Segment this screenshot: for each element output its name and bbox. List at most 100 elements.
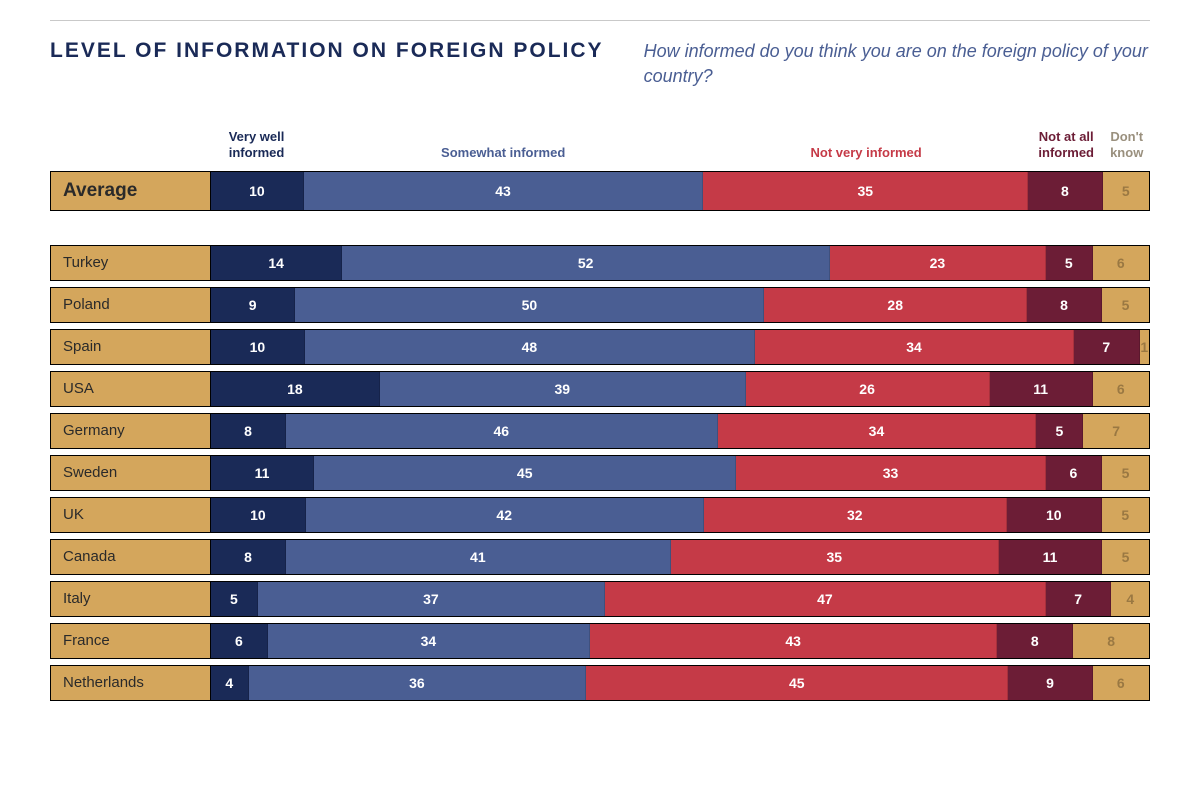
- segment-somewhat: 34: [268, 624, 590, 658]
- segment-notvery: 43: [590, 624, 997, 658]
- country-label: Turkey: [51, 246, 211, 280]
- bar-segments: 104232105: [211, 498, 1149, 532]
- top-rule: [50, 20, 1150, 21]
- segment-value: 9: [1046, 675, 1054, 691]
- bar-segments: 11 45 33 6 5: [211, 456, 1149, 490]
- segment-value: 45: [517, 465, 533, 481]
- average-label: Average: [51, 172, 211, 210]
- segment-value: 7: [1102, 339, 1110, 355]
- segment-notvery: 33: [736, 456, 1046, 490]
- country-label: Germany: [51, 414, 211, 448]
- segment-verywell: 6: [211, 624, 268, 658]
- segment-verywell: 11: [211, 456, 314, 490]
- country-label: France: [51, 624, 211, 658]
- country-row: USA183926116: [50, 371, 1150, 407]
- segment-value: 11: [255, 465, 270, 481]
- segment-value: 4: [1126, 591, 1134, 607]
- segment-value: 43: [785, 633, 801, 649]
- segment-value: 8: [244, 549, 252, 565]
- segment-somewhat: 41: [286, 540, 671, 574]
- segment-value: 35: [826, 549, 842, 565]
- segment-value: 18: [287, 381, 303, 397]
- segment-somewhat: 46: [286, 414, 717, 448]
- segment-dontknow: 5: [1102, 498, 1149, 532]
- segment-dontknow: 1: [1140, 330, 1149, 364]
- average-row-container: Average10433585: [50, 171, 1150, 211]
- segment-dontknow: 5: [1102, 288, 1149, 322]
- legend-item: Not at all informed: [1029, 129, 1103, 164]
- country-row: Sweden11453365: [50, 455, 1150, 491]
- spacer: [50, 211, 1150, 239]
- segment-value: 6: [1117, 255, 1125, 271]
- segment-value: 28: [887, 297, 903, 313]
- bar-segments: 10433585: [211, 172, 1149, 210]
- segment-value: 7: [1074, 591, 1082, 607]
- segment-dontknow: 6: [1093, 666, 1149, 700]
- segment-value: 42: [496, 507, 512, 523]
- country-row: France6344388: [50, 623, 1150, 659]
- bar-segments: 8 41 35 11 5: [211, 540, 1149, 574]
- segment-dontknow: 7: [1083, 414, 1149, 448]
- segment-dontknow: 5: [1102, 456, 1149, 490]
- segment-verywell: 8: [211, 540, 286, 574]
- segment-value: 45: [789, 675, 805, 691]
- chart-title: LEVEL OF INFORMATION ON FOREIGN POLICY: [50, 39, 604, 63]
- segment-value: 5: [1122, 465, 1130, 481]
- segment-notvery: 28: [764, 288, 1027, 322]
- segment-notvery: 26: [746, 372, 990, 406]
- segment-value: 5: [230, 591, 238, 607]
- segment-value: 14: [268, 255, 284, 271]
- segment-dontknow: 5: [1103, 172, 1149, 210]
- segment-value: 10: [250, 339, 266, 355]
- segment-notatall: 7: [1074, 330, 1140, 364]
- segment-somewhat: 43: [304, 172, 703, 210]
- country-label: Spain: [51, 330, 211, 364]
- segment-verywell: 10: [211, 498, 306, 532]
- segment-value: 6: [1070, 465, 1078, 481]
- segment-notatall: 7: [1046, 582, 1112, 616]
- segment-value: 5: [1122, 549, 1130, 565]
- segment-value: 4: [225, 675, 233, 691]
- segment-notvery: 34: [755, 330, 1074, 364]
- country-label: UK: [51, 498, 211, 532]
- segment-value: 43: [495, 183, 511, 199]
- segment-somewhat: 52: [342, 246, 830, 280]
- segment-value: 34: [421, 633, 437, 649]
- segment-value: 46: [493, 423, 509, 439]
- segment-somewhat: 42: [306, 498, 704, 532]
- segment-somewhat: 48: [305, 330, 755, 364]
- segment-notvery: 47: [605, 582, 1046, 616]
- bar-segments: 14522356: [211, 246, 1149, 280]
- segment-value: 47: [817, 591, 833, 607]
- segment-notatall: 8: [1028, 172, 1102, 210]
- segment-verywell: 9: [211, 288, 295, 322]
- segment-notvery: 35: [703, 172, 1028, 210]
- legend-item: Don't know: [1103, 129, 1150, 164]
- segment-verywell: 14: [211, 246, 342, 280]
- segment-somewhat: 39: [380, 372, 746, 406]
- segment-verywell: 18: [211, 372, 380, 406]
- segment-value: 6: [235, 633, 243, 649]
- segment-verywell: 8: [211, 414, 286, 448]
- segment-somewhat: 50: [295, 288, 764, 322]
- segment-notatall: 11: [999, 540, 1102, 574]
- segment-value: 35: [857, 183, 873, 199]
- segment-value: 11: [1043, 549, 1058, 565]
- segment-verywell: 5: [211, 582, 258, 616]
- segment-value: 37: [423, 591, 439, 607]
- segment-value: 10: [250, 507, 266, 523]
- country-label: Canada: [51, 540, 211, 574]
- country-label: USA: [51, 372, 211, 406]
- segment-value: 36: [409, 675, 425, 691]
- bar-segments: 5 37 47 7 4: [211, 582, 1149, 616]
- country-row: Turkey14522356: [50, 245, 1150, 281]
- segment-value: 48: [522, 339, 538, 355]
- segment-value: 34: [906, 339, 922, 355]
- segment-value: 5: [1122, 297, 1130, 313]
- bar-segments: 183926116: [211, 372, 1149, 406]
- country-rows-container: Turkey14522356Poland9502885Spain10483471…: [50, 245, 1150, 701]
- country-label: Italy: [51, 582, 211, 616]
- country-row: Canada 8 41 35 11 5: [50, 539, 1150, 575]
- legend-item: Very well informed: [210, 129, 303, 164]
- bar-segments: 6344388: [211, 624, 1149, 658]
